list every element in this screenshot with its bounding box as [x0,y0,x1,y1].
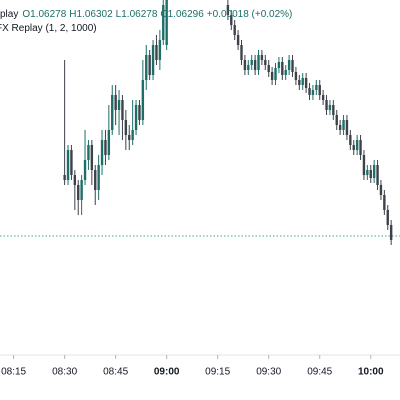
candle-body [97,165,100,190]
candle-body [284,70,287,75]
candle-body [274,68,277,80]
candle-body [308,88,311,95]
candle-body [63,175,66,180]
candle-body [94,170,97,190]
candle-body [345,120,349,135]
candle-body [383,195,386,210]
legend-change: +0.00018 (+0.02%) [206,9,293,20]
candle-body [253,60,257,70]
candle-body [247,65,250,70]
candle-body [304,78,308,88]
candle-body [148,55,151,75]
candle-body [104,140,107,155]
candle-body [257,55,260,70]
candle-body [342,120,345,130]
candle-body [158,40,162,60]
candle-body [90,145,94,170]
candle-body [134,105,138,130]
candle-body [73,175,77,185]
candle-body [325,100,328,110]
legend-high: H1.06302 [69,9,113,20]
candle-body [362,155,366,175]
candle-body [121,100,124,120]
candle-body [70,150,73,175]
indicator-label: FX Replay (1, 2, 1000) [0,23,97,34]
candle-body [270,72,274,80]
legend: play O1.06278 H1.06302 L1.06278 C1.06296 +0.0… [0,7,295,23]
candle-body [87,145,90,160]
candle-body [366,170,369,175]
x-tick-label: 09:30 [256,367,281,378]
candle-body [311,90,315,95]
legend-open: O1.06278 [22,9,67,20]
candle-body [240,45,243,60]
candle-body [277,62,281,68]
candle-body [155,45,158,60]
x-tick-label: 08:30 [52,367,77,378]
candle-body [66,150,70,180]
candle-body [80,180,83,200]
candle-body [117,100,121,110]
candle-body [124,120,128,135]
candle-body [328,105,332,110]
candle-body [389,225,393,240]
candle-body [376,165,379,185]
x-tick-label: 09:00 [154,367,180,378]
candle-body [301,78,304,85]
candle-body [359,140,362,155]
candle-body [250,60,253,65]
candle-body [291,60,294,72]
candle-body [100,140,104,165]
symbol-name: play [0,9,19,20]
candle-body [83,160,87,180]
candle-body [107,130,111,155]
x-tick-label: 08:45 [103,367,128,378]
x-tick-label: 09:45 [307,367,332,378]
candle-body [145,55,148,80]
candle-body [298,80,301,85]
candle-body [131,130,134,140]
candle-body [349,135,352,145]
candle-body [165,0,168,45]
candle-body [236,35,240,45]
candle-body [281,62,284,75]
candle-body [233,25,236,35]
candle-body [162,5,165,40]
candle-body [111,95,114,130]
candle-body [352,145,355,150]
candle-body [335,115,338,125]
candle-body [321,95,325,100]
candle-body [318,85,321,95]
candle-body [243,60,247,70]
x-tick-label: 08:15 [1,367,26,378]
candle-body [260,55,264,60]
candle-body [355,140,359,150]
candle-body [379,185,383,195]
x-tick-label: 09:15 [205,367,230,378]
candle-body [77,185,80,200]
candle-body [372,165,376,178]
candle-body [151,45,155,75]
candle-body [332,105,335,115]
candle-body [287,60,291,70]
candle-body [369,170,372,178]
legend-close: C1.06296 [160,9,204,20]
candle-body [267,65,270,72]
candle-body [294,72,298,80]
candle-body [338,125,342,130]
candle-body [226,5,230,15]
candle-body [128,135,131,140]
candle-body [386,210,389,225]
candle-body [141,80,145,120]
candle-body [315,85,318,90]
candle-body [264,60,267,65]
candle-body [138,105,141,120]
legend-low: L1.06278 [115,9,158,20]
candle-body [114,95,117,110]
x-tick-label: 10:00 [358,367,384,378]
candle-body [230,15,233,25]
